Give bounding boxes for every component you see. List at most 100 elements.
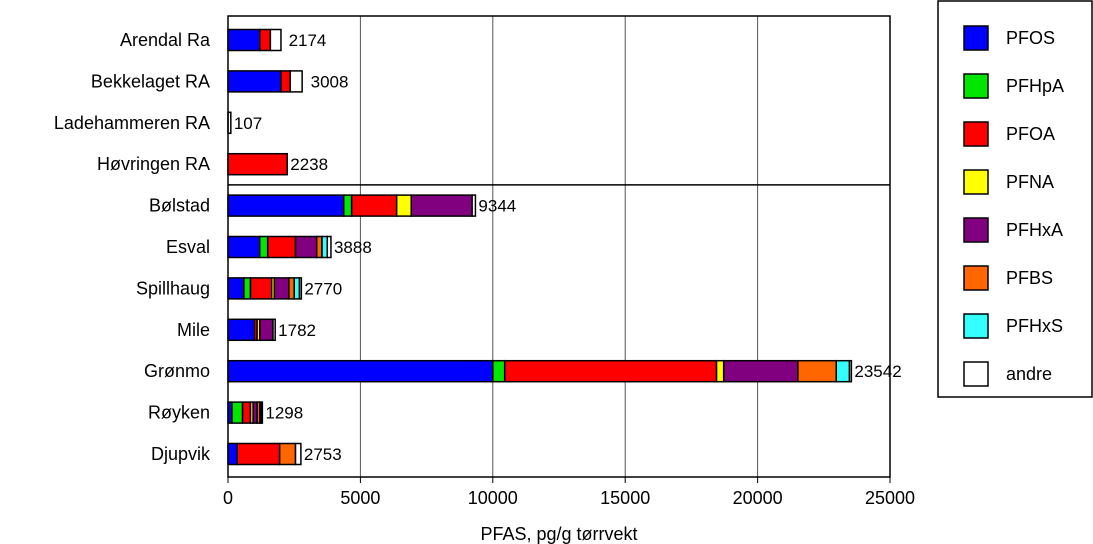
bar-segment-pfna <box>715 359 725 383</box>
total-label: 9344 <box>478 197 516 216</box>
bar-segment-pfbs <box>315 235 323 259</box>
bar-segment-pfhxa <box>410 194 473 217</box>
category-label: Mile <box>177 320 210 340</box>
bar-segment-pfoa <box>236 442 281 466</box>
bar-segment-pfoa <box>259 28 272 52</box>
x-axis-label: PFAS, pg/g tørrvekt <box>480 524 637 544</box>
bar-segment-pfos <box>227 28 261 52</box>
bar-segment-pfos <box>227 194 345 217</box>
legend-label: PFOS <box>1006 28 1055 48</box>
bars <box>227 28 853 466</box>
bar-segment-pfhxa <box>722 359 799 383</box>
plot-frame <box>227 15 891 478</box>
x-tick-label: 15000 <box>600 488 650 508</box>
total-labels: 2174 3008 107 2238 9344 3888 2770 1782 23542 1298… <box>234 31 902 464</box>
legend-swatch-pfhpa <box>963 73 989 99</box>
category-label: Grønmo <box>144 361 210 381</box>
bar-segment-andre <box>471 194 477 217</box>
bar-segment-pfoa <box>227 152 289 176</box>
legend-label: PFNA <box>1006 172 1054 192</box>
total-label: 23542 <box>854 362 901 381</box>
category-label: Arendal Ra <box>120 30 211 50</box>
legend-swatch-pfbs <box>963 265 989 291</box>
legend-swatch-pfhxs <box>963 313 989 339</box>
legend: PFOS PFHpA PFOA PFNA PFHxA PFBS PFHxS andre <box>937 0 1093 398</box>
category-label: Røyken <box>148 403 210 423</box>
bar-segment-pfhxs <box>835 359 851 383</box>
legend-swatch-pfoa <box>963 121 989 147</box>
x-tick-label: 5000 <box>340 488 380 508</box>
total-label: 1298 <box>265 404 303 423</box>
legend-label: andre <box>1006 364 1052 384</box>
bar-segment-andre <box>272 318 276 342</box>
bar-segment-pfoa <box>503 359 718 383</box>
legend-label: PFBS <box>1006 268 1053 288</box>
bar-segment-pfbs <box>797 359 837 383</box>
x-tick-label: 25000 <box>865 488 915 508</box>
category-label: Bekkelaget RA <box>91 71 210 91</box>
legend-swatch-pfos <box>963 25 989 51</box>
legend-label: PFOA <box>1006 124 1055 144</box>
x-tick-label: 20000 <box>733 488 783 508</box>
bar-segment-pfos <box>227 70 282 93</box>
legend-swatch-pfna <box>963 169 989 195</box>
category-label: Ladehammeren RA <box>54 113 210 133</box>
bar-segment-pfoa <box>350 194 398 217</box>
gridlines <box>359 16 759 477</box>
bar-segment-pfhxa <box>273 277 290 300</box>
bar-segment-andre <box>289 70 303 93</box>
plot-background <box>228 16 890 477</box>
bar-segment-andre <box>326 235 332 259</box>
total-label: 2753 <box>304 445 342 464</box>
x-tick-label: 0 <box>223 488 233 508</box>
bar-segment-pfhpa <box>259 235 269 259</box>
total-label: 2238 <box>290 155 328 174</box>
category-label: Høvringen RA <box>97 154 210 174</box>
bar-segment-pfhpa <box>342 194 353 217</box>
bar-segment-andre <box>298 277 303 300</box>
legend-label: PFHxS <box>1006 316 1063 336</box>
total-label: 107 <box>234 114 262 133</box>
bar-segment-andre <box>260 401 264 424</box>
legend-label: PFHpA <box>1006 76 1064 96</box>
bar-segment-andre <box>269 28 282 52</box>
category-labels: Arendal Ra Bekkelaget RA Ladehammeren RA Hø… <box>54 30 211 464</box>
bar-segment-pfoa <box>266 235 297 259</box>
bar-segment-pfhpa <box>243 277 252 300</box>
bar-segment-pfos <box>227 277 245 300</box>
x-axis-ticks: 0 5000 10000 15000 20000 25000 <box>223 477 915 508</box>
legend-label: PFHxA <box>1006 220 1063 240</box>
total-label: 2174 <box>289 31 327 50</box>
bar-segment-pfos <box>227 235 261 259</box>
legend-box <box>937 0 1093 398</box>
bar-segment-pfoa <box>280 70 291 93</box>
category-label: Esval <box>166 237 210 257</box>
bar-segment-andre <box>848 359 853 383</box>
bar-segment-pfhxa <box>294 235 318 259</box>
legend-swatch-pfhxa <box>963 217 989 243</box>
bar-segment-pfhxs <box>293 277 301 300</box>
x-tick-label: 10000 <box>468 488 518 508</box>
total-label: 1782 <box>278 321 316 340</box>
bar-segment-pfbs <box>278 442 297 466</box>
bar-segment-pfna <box>395 194 412 217</box>
total-label: 2770 <box>304 279 342 298</box>
total-label: 3888 <box>334 238 372 257</box>
bar-segment-pfoa <box>241 401 252 424</box>
bar-segment-pfhpa <box>231 401 244 424</box>
total-label: 3008 <box>311 72 349 91</box>
category-label: Bølstad <box>149 196 210 216</box>
bar-segment-andre <box>294 442 302 466</box>
bar-segment-pfbs <box>288 277 295 300</box>
bar-segment-pfos <box>227 442 239 466</box>
bar-segment-pfos <box>227 318 256 342</box>
category-label: Spillhaug <box>136 278 210 298</box>
category-label: Djupvik <box>151 444 211 464</box>
bar-segment-pfhpa <box>492 359 506 383</box>
bar-segment-pfhxs <box>321 235 329 259</box>
bar-segment-pfoa <box>249 277 273 300</box>
bar-segment-pfos <box>227 359 494 383</box>
legend-swatch-andre <box>963 361 989 387</box>
bar-segment-pfhxa <box>259 318 274 342</box>
